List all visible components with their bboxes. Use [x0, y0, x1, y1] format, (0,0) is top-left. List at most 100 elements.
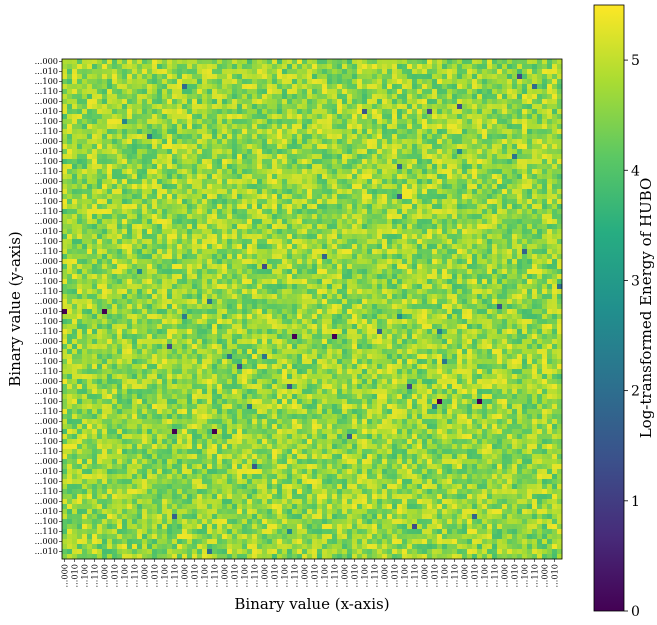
heatmap-cell	[552, 59, 558, 65]
heatmap-cell	[62, 224, 68, 230]
heatmap-cell	[172, 194, 178, 200]
heatmap-cell	[357, 204, 363, 210]
heatmap-cell	[537, 144, 543, 150]
heatmap-cell	[447, 139, 453, 145]
heatmap-cell	[222, 134, 228, 140]
heatmap-cell	[387, 94, 393, 100]
heatmap-cell	[237, 129, 243, 135]
heatmap-cell	[177, 174, 183, 180]
heatmap-cell	[532, 149, 538, 155]
heatmap-cell	[372, 139, 378, 145]
heatmap-cell	[512, 89, 518, 95]
heatmap-cell	[347, 59, 353, 65]
heatmap-cell	[372, 214, 378, 220]
heatmap-cell	[127, 219, 133, 225]
heatmap-cell	[487, 249, 493, 255]
heatmap-cell	[157, 199, 163, 205]
heatmap-cell	[452, 119, 458, 125]
heatmap-cell	[137, 59, 143, 65]
heatmap-cell	[337, 259, 343, 265]
heatmap-cell	[317, 249, 323, 255]
heatmap-cell	[152, 89, 158, 95]
heatmap-cell	[247, 214, 253, 220]
heatmap-cell	[112, 174, 118, 180]
heatmap-cell	[377, 109, 383, 115]
heatmap-cell	[117, 144, 123, 150]
heatmap-cell	[187, 174, 193, 180]
heatmap-cell	[362, 194, 368, 200]
heatmap-cell	[287, 199, 293, 205]
heatmap-cell	[72, 94, 78, 100]
heatmap-cell	[502, 104, 508, 110]
heatmap-cell	[392, 284, 398, 290]
heatmap-cell	[277, 174, 283, 180]
heatmap-cell	[72, 119, 78, 125]
heatmap-cell	[412, 254, 418, 260]
heatmap-cell	[302, 84, 308, 90]
heatmap-cell	[192, 119, 198, 125]
heatmap-cell	[292, 159, 298, 165]
heatmap-cell	[372, 59, 378, 65]
heatmap-cell	[82, 284, 88, 290]
heatmap-cell	[302, 219, 308, 225]
heatmap-cell	[62, 174, 68, 180]
heatmap-cell	[212, 199, 218, 205]
heatmap-cell	[237, 204, 243, 210]
heatmap-cell	[442, 74, 448, 80]
heatmap-cell	[527, 239, 533, 245]
heatmap-cell	[152, 219, 158, 225]
heatmap-cell	[282, 169, 288, 175]
heatmap-cell	[497, 104, 503, 110]
heatmap-cell	[452, 234, 458, 240]
heatmap-cell	[382, 189, 388, 195]
heatmap-cell	[552, 174, 558, 180]
heatmap-cell	[482, 189, 488, 195]
heatmap-cell	[307, 284, 313, 290]
heatmap-cell	[427, 194, 433, 200]
heatmap-cell	[267, 249, 273, 255]
heatmap-cell	[532, 259, 538, 265]
heatmap-cell	[352, 189, 358, 195]
heatmap-cell	[297, 69, 303, 75]
heatmap-cell	[262, 94, 268, 100]
heatmap-cell	[257, 159, 263, 165]
heatmap-cell	[177, 284, 183, 290]
heatmap-cell	[227, 149, 233, 155]
heatmap-cell	[417, 304, 423, 310]
heatmap-cell	[202, 249, 208, 255]
heatmap-cell	[187, 229, 193, 235]
heatmap-cell	[342, 304, 348, 310]
heatmap-cell	[472, 84, 478, 90]
heatmap-cell	[512, 259, 518, 265]
heatmap-cell	[332, 279, 338, 285]
heatmap-cell	[207, 239, 213, 245]
heatmap-cell	[257, 289, 263, 295]
heatmap-cell	[187, 179, 193, 185]
heatmap-cell	[272, 199, 278, 205]
heatmap-cell	[487, 129, 493, 135]
heatmap-cell	[132, 209, 138, 215]
heatmap-cell	[222, 109, 228, 115]
heatmap-cell	[352, 284, 358, 290]
heatmap-cell	[177, 69, 183, 75]
heatmap-cell	[162, 139, 168, 145]
heatmap-cell	[397, 274, 403, 280]
heatmap-cell	[417, 214, 423, 220]
heatmap-cell	[417, 89, 423, 95]
heatmap-cell	[452, 174, 458, 180]
heatmap-cell	[462, 214, 468, 220]
heatmap-cell	[517, 119, 523, 125]
heatmap-cell	[182, 214, 188, 220]
heatmap-cell	[267, 304, 273, 310]
heatmap-cell	[252, 294, 258, 300]
heatmap-cell	[407, 114, 413, 120]
heatmap-cell	[137, 234, 143, 240]
heatmap-cell	[262, 274, 268, 280]
heatmap-cell	[92, 234, 98, 240]
heatmap-cell	[557, 194, 563, 200]
heatmap-cell	[102, 189, 108, 195]
heatmap-cell	[307, 64, 313, 70]
heatmap-cell	[152, 69, 158, 75]
heatmap-cell	[247, 304, 253, 310]
heatmap-cell	[182, 194, 188, 200]
